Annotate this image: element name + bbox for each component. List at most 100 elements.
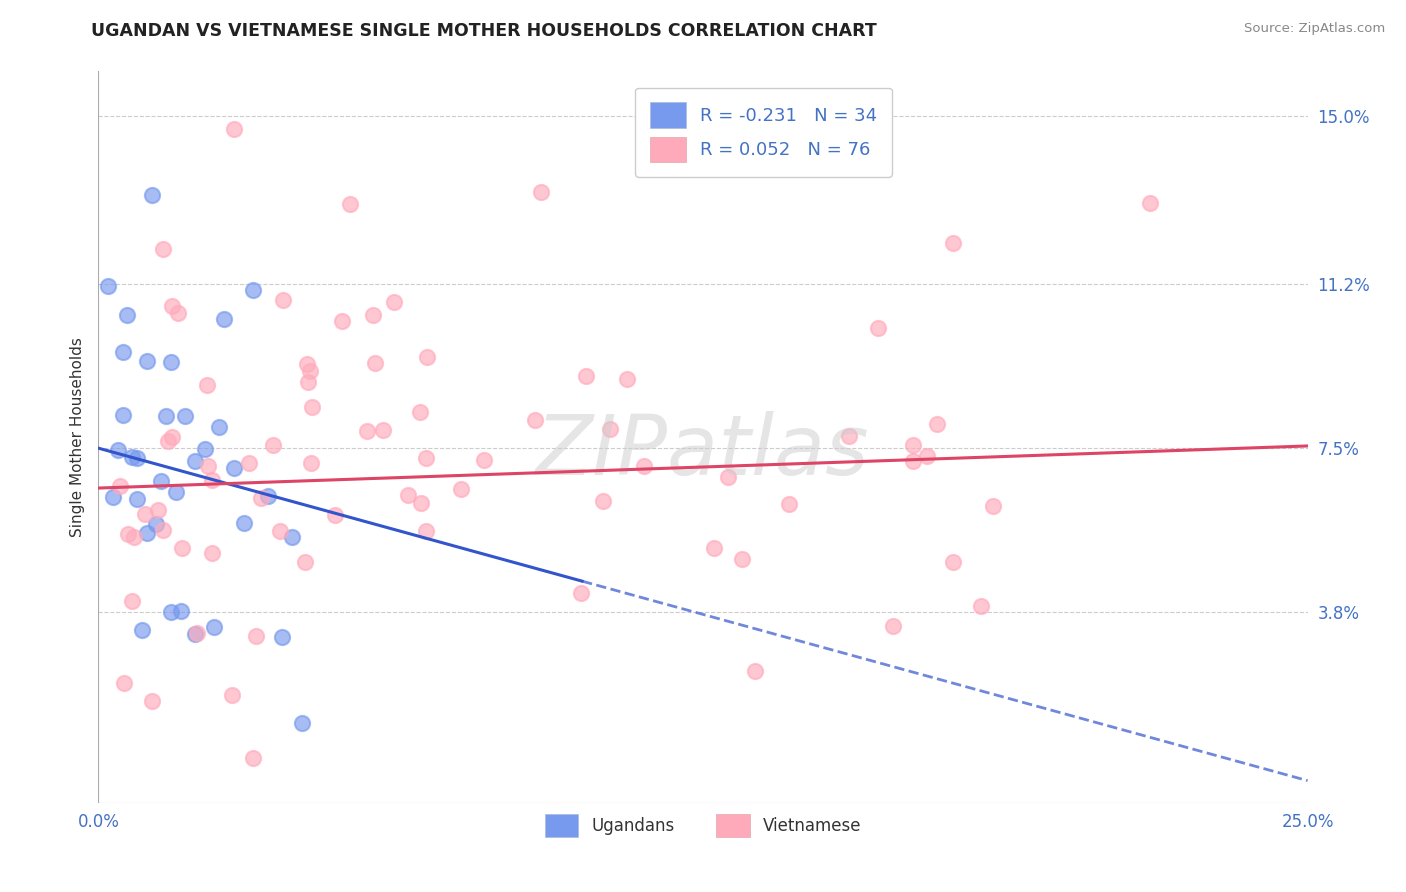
- Point: [186, 626, 208, 640]
- Point: [160, 605, 183, 619]
- Point: [838, 429, 860, 443]
- Point: [249, 491, 271, 506]
- Point: [731, 552, 754, 566]
- Point: [903, 438, 925, 452]
- Y-axis label: Single Mother Households: Single Mother Households: [69, 337, 84, 537]
- Point: [117, 526, 139, 541]
- Point: [271, 630, 294, 644]
- Point: [221, 688, 243, 702]
- Point: [256, 489, 278, 503]
- Point: [200, 473, 222, 487]
- Point: [301, 401, 323, 415]
- Point: [121, 450, 143, 464]
- Point: [295, 358, 318, 372]
- Point: [294, 555, 316, 569]
- Text: UGANDAN VS VIETNAMESE SINGLE MOTHER HOUSEHOLDS CORRELATION CHART: UGANDAN VS VIETNAMESE SINGLE MOTHER HOUS…: [91, 22, 877, 40]
- Point: [212, 312, 235, 326]
- Point: [297, 376, 319, 390]
- Point: [166, 306, 188, 320]
- Point: [332, 314, 354, 328]
- Point: [371, 423, 394, 437]
- Point: [150, 474, 173, 488]
- Point: [290, 716, 312, 731]
- Point: [1139, 195, 1161, 210]
- Point: [131, 624, 153, 638]
- Point: [238, 456, 260, 470]
- Point: [117, 308, 139, 322]
- Point: [323, 508, 346, 522]
- Point: [415, 524, 437, 539]
- Point: [415, 450, 437, 465]
- Point: [204, 620, 226, 634]
- Text: Source: ZipAtlas.com: Source: ZipAtlas.com: [1244, 22, 1385, 36]
- Point: [232, 516, 254, 530]
- Point: [245, 629, 267, 643]
- Point: [201, 546, 224, 560]
- Point: [717, 470, 740, 484]
- Point: [262, 437, 284, 451]
- Point: [111, 345, 134, 359]
- Point: [165, 484, 187, 499]
- Point: [616, 372, 638, 386]
- Point: [633, 458, 655, 473]
- Point: [162, 299, 184, 313]
- Point: [970, 599, 993, 614]
- Point: [135, 526, 157, 541]
- Point: [925, 417, 948, 431]
- Point: [184, 454, 207, 468]
- Point: [339, 197, 361, 211]
- Point: [157, 434, 180, 448]
- Point: [97, 278, 120, 293]
- Point: [744, 664, 766, 678]
- Point: [145, 517, 167, 532]
- Point: [409, 405, 432, 419]
- Point: [152, 242, 174, 256]
- Point: [160, 430, 183, 444]
- Point: [127, 451, 149, 466]
- Point: [135, 354, 157, 368]
- Point: [917, 449, 939, 463]
- Point: [184, 627, 207, 641]
- Legend: Ugandans, Vietnamese: Ugandans, Vietnamese: [536, 805, 870, 846]
- Point: [599, 422, 621, 436]
- Point: [242, 283, 264, 297]
- Point: [111, 408, 134, 422]
- Point: [174, 409, 197, 424]
- Point: [224, 122, 246, 136]
- Point: [141, 694, 163, 708]
- Point: [197, 458, 219, 473]
- Point: [108, 479, 131, 493]
- Point: [194, 442, 217, 456]
- Point: [778, 497, 800, 511]
- Point: [901, 454, 924, 468]
- Point: [107, 442, 129, 457]
- Point: [382, 294, 405, 309]
- Point: [364, 356, 387, 370]
- Point: [396, 488, 419, 502]
- Point: [472, 453, 495, 467]
- Point: [298, 364, 321, 378]
- Point: [222, 461, 245, 475]
- Point: [269, 524, 291, 538]
- Point: [134, 507, 156, 521]
- Point: [281, 530, 304, 544]
- Point: [101, 491, 124, 505]
- Point: [569, 586, 592, 600]
- Point: [592, 494, 614, 508]
- Point: [121, 593, 143, 607]
- Point: [127, 491, 149, 506]
- Point: [575, 368, 598, 383]
- Point: [141, 188, 163, 202]
- Point: [169, 604, 191, 618]
- Point: [524, 413, 547, 427]
- Point: [356, 424, 378, 438]
- Point: [242, 751, 264, 765]
- Point: [416, 351, 439, 365]
- Point: [361, 308, 384, 322]
- Text: ZIPatlas: ZIPatlas: [536, 411, 870, 492]
- Point: [942, 555, 965, 569]
- Point: [981, 500, 1004, 514]
- Point: [146, 503, 169, 517]
- Point: [530, 185, 553, 199]
- Point: [112, 676, 135, 690]
